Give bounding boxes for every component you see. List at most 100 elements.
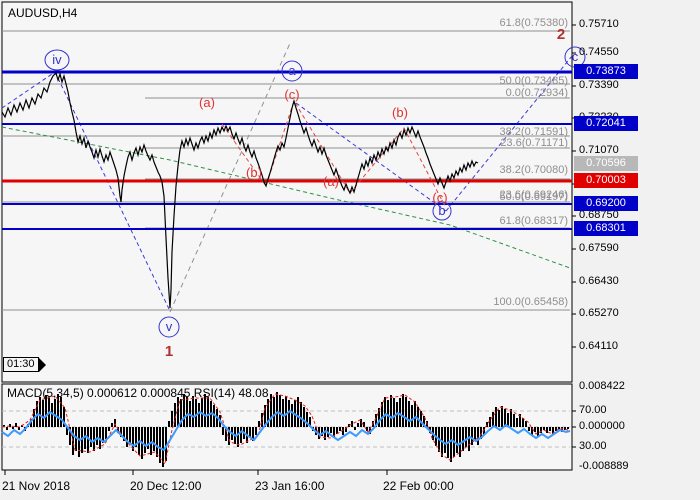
macd-histogram-bar	[411, 405, 413, 427]
wave-label-red: (a)	[199, 95, 215, 110]
wave-circle	[158, 316, 180, 338]
macd-histogram-bar	[465, 427, 467, 447]
macd-histogram-bar	[546, 427, 548, 433]
macd-histogram-bar	[252, 427, 254, 441]
wave-number-label: 2	[556, 26, 566, 43]
macd-histogram-bar	[378, 408, 380, 427]
macd-histogram-bar	[345, 427, 347, 432]
wave-projection-dashed-line[interactable]	[54, 71, 171, 312]
macd-histogram-bar	[492, 412, 494, 427]
macd-histogram-bar	[66, 427, 68, 435]
time-axis-label: 21 Nov 2018	[2, 479, 71, 493]
macd-histogram-bar	[213, 405, 215, 427]
macd-histogram-bar	[354, 427, 356, 430]
wave-label-red: (a)	[323, 174, 339, 189]
macd-histogram-bar	[45, 395, 47, 427]
macd-histogram-bar	[501, 406, 503, 427]
price-tick-label: 0.67590	[579, 242, 619, 254]
macd-histogram-bar	[324, 427, 326, 440]
rsi-line	[1, 409, 571, 452]
wave-label-blue: a	[288, 63, 296, 78]
macd-histogram-bar	[198, 403, 200, 427]
macd-histogram-bar	[186, 397, 188, 427]
macd-histogram-bar	[498, 410, 500, 427]
candle-countdown-badge: 01:30	[3, 357, 46, 372]
macd-histogram-bar	[180, 399, 182, 427]
macd-histogram-bar	[459, 427, 461, 457]
macd-histogram-bar	[171, 411, 173, 427]
price-tick-label: 0.66430	[579, 275, 619, 287]
macd-histogram-bar	[474, 427, 476, 441]
time-axis-label: 22 Feb 00:00	[383, 479, 454, 493]
macd-histogram-bar	[9, 424, 11, 427]
fib-label: 23.6(0.71171)	[500, 137, 568, 149]
macd-histogram-bar	[60, 397, 62, 427]
macd-histogram-bar	[525, 421, 527, 427]
macd-histogram-bar	[543, 427, 545, 430]
wave-label-red: (b)	[246, 165, 262, 180]
macd-histogram-bar	[147, 427, 149, 449]
macd-histogram-bar	[375, 414, 377, 427]
macd-histogram-bar	[111, 423, 113, 427]
macd-histogram-bar	[288, 400, 290, 427]
indicator-tick-label: 0.008422	[579, 380, 625, 392]
wave-label-red: (c)	[432, 190, 448, 205]
macd-histogram-bar	[537, 427, 539, 436]
price-level-badge: 0.72041	[574, 116, 638, 131]
macd-histogram-bar	[255, 427, 257, 435]
macd-histogram-bar	[120, 427, 122, 437]
price-level-badge: 0.70003	[574, 173, 638, 188]
macd-histogram-bar	[516, 418, 518, 427]
macd-histogram-bar	[12, 427, 14, 429]
macd-histogram-bar	[309, 417, 311, 427]
fib-label: 38.2(0.70080)	[499, 164, 569, 176]
macd-histogram-bar	[93, 427, 95, 451]
macd-histogram-bar	[207, 397, 209, 427]
macd-histogram-bar	[531, 427, 533, 435]
time-axis-label: 20 Dec 12:00	[130, 479, 202, 493]
macd-histogram-bar	[489, 417, 491, 427]
macd-histogram-bar	[153, 427, 155, 451]
indicator-tick-label: 0.000000	[579, 420, 625, 432]
macd-histogram-bar	[69, 427, 71, 445]
macd-histogram-bar	[42, 400, 44, 427]
macd-histogram-bar	[564, 427, 566, 430]
macd-histogram-bar	[462, 427, 464, 451]
indicator-title-label: MACD(5,34,5) 0.000612 0.000845 RSI(14) 4…	[7, 386, 269, 400]
price-tick-label: 0.64110	[579, 340, 618, 352]
fib-label: 0.0(0.72934)	[505, 87, 568, 99]
macd-histogram-bar	[270, 394, 272, 427]
macd-histogram-bar	[105, 427, 107, 439]
macd-histogram-bar	[390, 395, 392, 427]
fib-label: 50.0(0.73485)	[499, 75, 569, 87]
fib-label: 61.8(0.75380)	[499, 17, 569, 29]
wave-projection-dashed-line[interactable]	[295, 102, 447, 212]
macd-histogram-bar	[399, 398, 401, 427]
wave-projection-dashed-line[interactable]	[445, 55, 573, 212]
macd-histogram-bar	[519, 414, 521, 427]
macd-histogram-bar	[363, 422, 365, 427]
gray-channel-dashed-line[interactable]	[169, 40, 292, 313]
macd-histogram-bar	[84, 427, 86, 449]
macd-histogram-bar	[567, 427, 569, 429]
fib-label: 61.8(0.68317)	[499, 215, 569, 227]
time-axis-label: 23 Jan 16:00	[255, 479, 325, 493]
macd-histogram-bar	[549, 427, 551, 431]
macd-histogram-bar	[96, 427, 98, 445]
wave-projection-dashed-line[interactable]	[1, 71, 56, 109]
macd-histogram-bar	[342, 427, 344, 435]
macd-histogram-bar	[63, 407, 65, 427]
macd-histogram-bar	[558, 427, 560, 429]
macd-histogram-bar	[495, 407, 497, 427]
macd-histogram-bar	[510, 409, 512, 427]
wave-circle	[44, 49, 70, 71]
macd-histogram-bar	[522, 418, 524, 427]
main-chart-frame[interactable]	[1, 1, 573, 383]
macd-histogram-bar	[126, 427, 128, 447]
macd-histogram-bar	[360, 419, 362, 427]
wave-label-blue: v	[165, 319, 173, 334]
macd-histogram-bar	[513, 414, 515, 427]
green-trend-dashed-line[interactable]	[1, 126, 571, 269]
wave-zigzag-dashed-line[interactable]	[221, 99, 447, 209]
